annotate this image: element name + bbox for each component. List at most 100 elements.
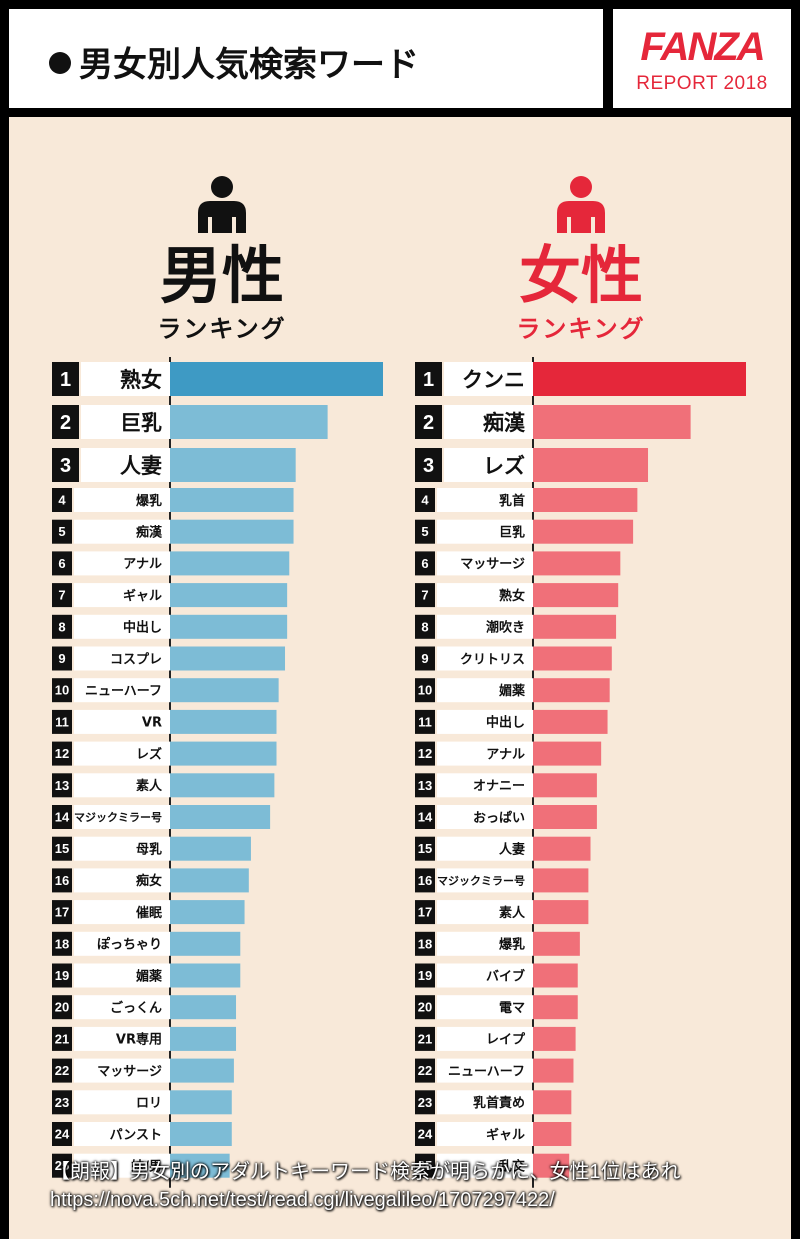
male-label-box [74, 646, 170, 671]
female-label-box [437, 583, 533, 608]
male-rank-number: 3 [60, 455, 71, 477]
male-rank-box [52, 741, 72, 766]
female-rank-box [415, 963, 435, 988]
male-label-box [74, 1026, 170, 1051]
female-bar [533, 362, 746, 396]
female-label-box [437, 836, 533, 861]
female-title: 女性 [518, 239, 643, 312]
female-keyword-label: 巨乳 [499, 525, 525, 541]
caption-url: https://nova.5ch.net/test/read.cgi/liveg… [50, 1189, 555, 1211]
female-label-box [437, 773, 533, 798]
female-label-box [437, 678, 533, 703]
bullet-icon [49, 52, 71, 74]
male-rank-box [52, 678, 72, 703]
male-rank-box [52, 1026, 72, 1051]
male-keyword-label: マジックミラー号 [74, 811, 162, 824]
female-bar [533, 900, 589, 925]
male-rank-number: 17 [55, 905, 69, 920]
female-bar [533, 678, 610, 703]
female-rank-number: 14 [418, 810, 433, 825]
male-bar [170, 1090, 232, 1115]
female-label-box [437, 1090, 533, 1115]
male-label-box [74, 488, 170, 512]
female-rank-number: 4 [421, 493, 429, 508]
female-bar [533, 963, 578, 988]
male-label-box [74, 614, 170, 639]
male-bar [170, 931, 241, 956]
male-rank-number: 23 [55, 1095, 69, 1110]
male-label-box [74, 995, 170, 1020]
female-rank-number: 13 [418, 778, 432, 793]
male-rank-number: 5 [58, 524, 65, 539]
male-label-box [81, 362, 170, 396]
female-label-box [437, 614, 533, 639]
male-rank-number: 8 [58, 619, 65, 634]
male-rank-box [52, 551, 72, 576]
male-rank-box [52, 900, 72, 925]
female-rank-box [415, 773, 435, 798]
female-keyword-label: おっぱい [473, 810, 525, 826]
female-keyword-label: マジックミラー号 [437, 874, 525, 887]
female-keyword-label: 潮吹き [486, 620, 525, 636]
female-rank-box [415, 488, 435, 512]
female-rank-number: 3 [423, 455, 434, 477]
male-bar [170, 836, 251, 861]
male-rank-number: 12 [55, 746, 69, 761]
brand-logo-box: FANZA REPORT 2018 [613, 9, 791, 108]
male-label-box [74, 709, 170, 734]
female-keyword-label: オナニー [473, 779, 525, 794]
male-rank-number: 24 [55, 1127, 70, 1142]
female-bar [533, 519, 634, 544]
female-label-box [437, 995, 533, 1020]
male-bar [170, 678, 279, 703]
female-bar [533, 805, 597, 829]
male-bar [170, 614, 288, 639]
male-bar [170, 1153, 230, 1178]
female-label-box [437, 1153, 533, 1178]
female-bar [533, 836, 591, 861]
female-rank-box [415, 1122, 435, 1146]
female-label-box [437, 1058, 533, 1083]
female-rank-number: 2 [423, 412, 434, 434]
male-keyword-label: 人妻 [120, 454, 162, 478]
male-rank-box [52, 995, 72, 1020]
female-label-box [437, 646, 533, 671]
male-bar [170, 805, 271, 829]
female-rank-box [415, 868, 435, 893]
male-title: 男性 [159, 239, 284, 312]
female-label-box [437, 963, 533, 988]
male-rank-number: 6 [58, 556, 65, 571]
male-label-box [74, 773, 170, 798]
male-rank-box [52, 405, 79, 439]
male-rank-number: 21 [55, 1031, 69, 1046]
person-icon [198, 176, 246, 233]
female-bar [533, 614, 617, 639]
female-rank-number: 12 [418, 746, 432, 761]
female-label-box [437, 551, 533, 576]
female-label-box [437, 519, 533, 544]
title-bar: 男女別人気検索ワード [9, 9, 603, 108]
male-rank-number: 7 [58, 588, 65, 603]
female-rank-number: 25 [418, 1158, 432, 1173]
male-bar [170, 741, 277, 766]
female-subtitle: ランキング [516, 315, 646, 343]
female-rank-number: 5 [421, 524, 428, 539]
female-bar [533, 741, 602, 766]
male-label-box [74, 1122, 170, 1146]
female-bar [533, 1122, 572, 1146]
male-keyword-label: 痴漢 [136, 525, 163, 541]
male-rank-box [52, 448, 79, 482]
male-rank-box [52, 805, 72, 829]
female-bar [533, 868, 589, 893]
female-label-box [444, 362, 533, 396]
female-rank-box [415, 583, 435, 608]
female-label-box [437, 709, 533, 734]
female-keyword-label: ニューハーフ [448, 1064, 525, 1079]
male-subtitle: ランキング [157, 315, 287, 343]
female-bar [533, 488, 638, 512]
female-rank-number: 1 [423, 369, 434, 391]
male-keyword-label: ロリ [136, 1096, 162, 1111]
male-keyword-label: 爆乳 [136, 493, 162, 509]
female-rank-number: 20 [418, 1000, 432, 1015]
female-rank-box [415, 362, 442, 396]
